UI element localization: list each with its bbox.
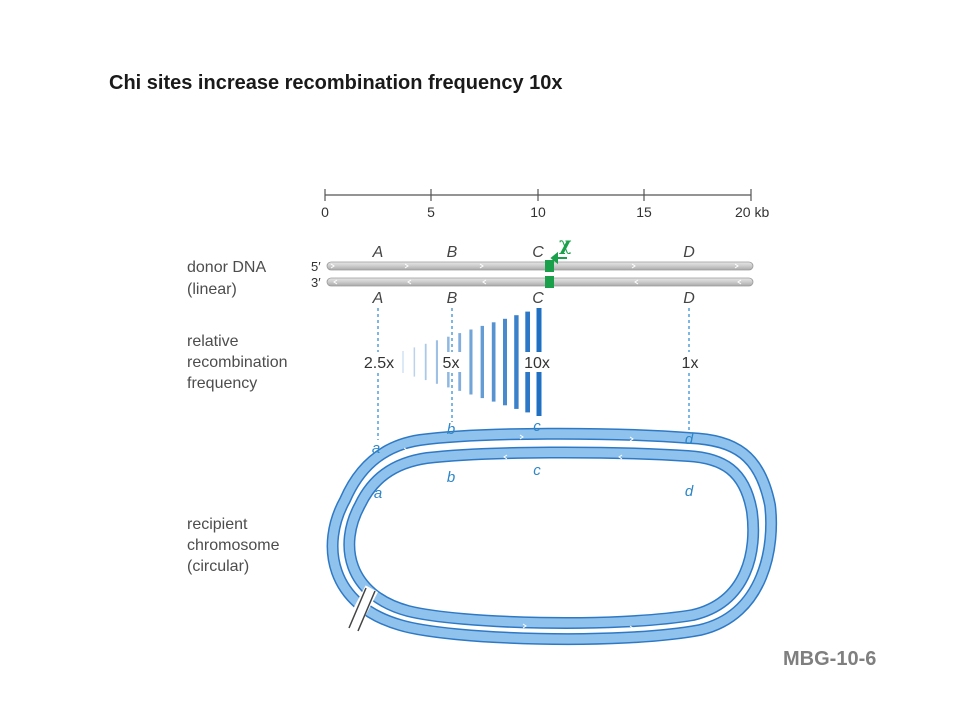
strand-end-5prime: 5′ bbox=[311, 259, 321, 274]
donor-dna: 5′ 3′ χ bbox=[311, 233, 754, 290]
frequency-label: relative recombination frequency bbox=[187, 333, 292, 392]
allele-label-a-outer: a bbox=[372, 440, 380, 457]
donor-dna-label-line-1: donor DNA bbox=[187, 259, 266, 276]
allele-label-a-inner: a bbox=[374, 485, 382, 502]
dashed-connectors bbox=[377, 308, 690, 440]
gene-label-D-bottom: D bbox=[683, 290, 695, 307]
recipient-chromosome bbox=[326, 427, 778, 646]
scale-label-5: 5 bbox=[427, 204, 435, 220]
frequency-gradient-bar bbox=[413, 347, 416, 377]
scale-label-20kb: 20 kb bbox=[735, 204, 769, 220]
recipient-inner-strand bbox=[343, 446, 760, 629]
frequency-gradient-bar bbox=[480, 325, 484, 399]
frequency-gradient-bar bbox=[469, 329, 473, 395]
recipient-chromosome-label: recipient chromosome (circular) bbox=[187, 516, 284, 575]
donor-gene-labels: A B C D A B C D bbox=[372, 244, 696, 307]
page-title: Chi sites increase recombination frequen… bbox=[109, 72, 563, 94]
recipient-label-line-2: chromosome bbox=[187, 537, 280, 554]
recipient-label-line-1: recipient bbox=[187, 516, 248, 533]
scale-label-10: 10 bbox=[530, 204, 546, 220]
kb-scale: 0 5 10 15 20 kb bbox=[321, 189, 769, 220]
frequency-gradient-bar bbox=[503, 318, 507, 406]
chi-site-bottom bbox=[545, 276, 554, 288]
frequency-value-10x: 10x bbox=[524, 355, 550, 372]
gene-label-A-top: A bbox=[372, 244, 384, 261]
allele-label-c-inner: c bbox=[533, 462, 541, 479]
bottom-strand-arrows bbox=[333, 279, 742, 285]
allele-label-c-outer: c bbox=[533, 418, 541, 435]
frequency-gradient-bar bbox=[402, 351, 404, 373]
frequency-gradient-bar bbox=[435, 340, 438, 384]
gene-label-A-bottom: A bbox=[372, 290, 384, 307]
recipient-allele-labels: a b c d a b c d bbox=[372, 418, 694, 502]
chi-symbol: χ bbox=[559, 233, 572, 255]
frequency-values: 2.5x 5x 10x 1x bbox=[362, 352, 702, 372]
frequency-gradient-bar bbox=[514, 315, 519, 409]
donor-dna-label: donor DNA (linear) bbox=[187, 259, 270, 298]
donor-bottom-strand bbox=[326, 277, 754, 287]
chi-direction-arrow bbox=[550, 251, 567, 265]
scale-label-15: 15 bbox=[636, 204, 652, 220]
donor-top-strand bbox=[326, 261, 754, 271]
allele-label-b-inner: b bbox=[447, 469, 455, 486]
allele-label-d-outer: d bbox=[685, 431, 694, 448]
chromosome-break-mark bbox=[344, 585, 378, 633]
figure-code: MBG-10-6 bbox=[783, 648, 877, 670]
gene-label-B-bottom: B bbox=[447, 290, 458, 307]
recipient-strand-arrows bbox=[403, 434, 641, 631]
allele-label-d-inner: d bbox=[685, 483, 694, 500]
strand-end-3prime: 3′ bbox=[311, 275, 321, 290]
gene-label-C-top: C bbox=[532, 244, 544, 261]
chi-site-top bbox=[545, 260, 554, 272]
frequency-value-2.5x: 2.5x bbox=[364, 355, 394, 372]
frequency-label-line-2: recombination bbox=[187, 354, 288, 371]
frequency-label-line-1: relative bbox=[187, 333, 239, 350]
donor-dna-label-line-2: (linear) bbox=[187, 281, 237, 298]
top-strand-arrows bbox=[330, 263, 739, 269]
frequency-gradient-bar bbox=[424, 343, 427, 381]
gene-label-D-top: D bbox=[683, 244, 695, 261]
frequency-gradient-bar bbox=[491, 322, 496, 402]
recipient-label-line-3: (circular) bbox=[187, 558, 249, 575]
gene-label-C-bottom: C bbox=[532, 290, 544, 307]
frequency-label-line-3: frequency bbox=[187, 375, 257, 392]
frequency-value-1x: 1x bbox=[682, 355, 699, 372]
gene-label-B-top: B bbox=[447, 244, 458, 261]
frequency-value-5x: 5x bbox=[443, 355, 460, 372]
allele-label-b-outer: b bbox=[447, 421, 455, 438]
scale-label-0: 0 bbox=[321, 204, 329, 220]
